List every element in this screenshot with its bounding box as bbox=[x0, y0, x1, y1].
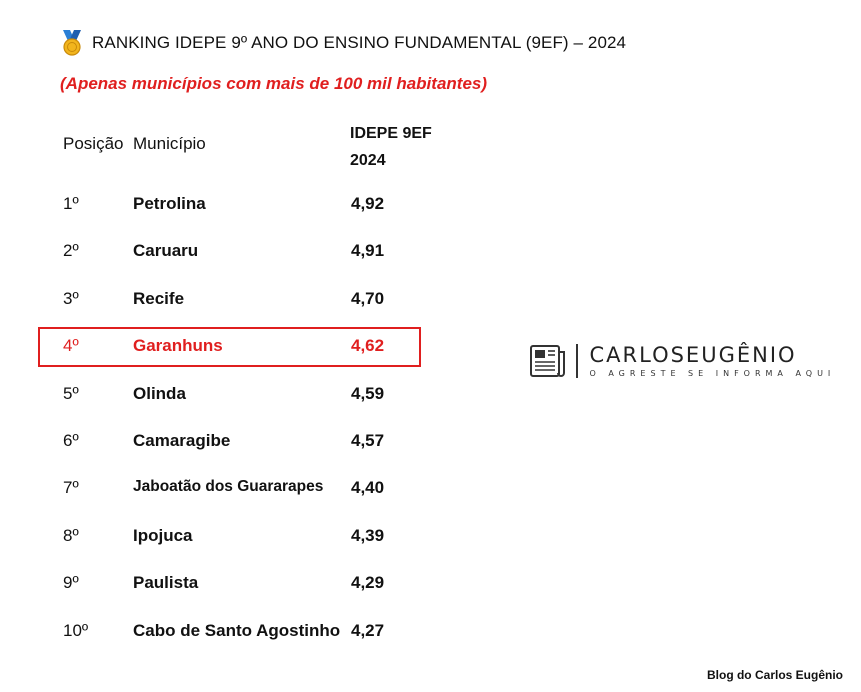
table-row: 10º Cabo de Santo Agostinho 4,27 bbox=[0, 617, 430, 647]
header-score-line2: 2024 bbox=[350, 152, 386, 169]
row-score: 4,70 bbox=[351, 289, 385, 308]
title-row: RANKING IDEPE 9º ANO DO ENSINO FUNDAMENT… bbox=[60, 30, 626, 56]
row-municipality: Garanhuns bbox=[133, 336, 223, 355]
medal-icon bbox=[63, 30, 81, 56]
brand-logo: CARLOSEUGÊNIO O AGRESTE SE INFORMA AQUI bbox=[530, 344, 835, 378]
row-position: 10º bbox=[63, 621, 89, 640]
row-score: 4,91 bbox=[351, 241, 385, 260]
page-subtitle: (Apenas municípios com mais de 100 mil h… bbox=[60, 74, 488, 93]
row-municipality: Paulista bbox=[133, 573, 199, 592]
row-score: 4,59 bbox=[351, 384, 385, 403]
row-municipality: Cabo de Santo Agostinho bbox=[133, 621, 341, 640]
row-municipality: Camaragibe bbox=[133, 431, 231, 450]
table-row: 2º Caruaru 4,91 bbox=[0, 237, 430, 267]
row-municipality: Ipojuca bbox=[133, 526, 193, 545]
row-position: 7º bbox=[63, 478, 79, 497]
header-position: Posição bbox=[63, 134, 124, 153]
table-row: 3º Recife 4,70 bbox=[0, 285, 430, 315]
logo-tagline: O AGRESTE SE INFORMA AQUI bbox=[589, 369, 836, 378]
row-position: 9º bbox=[63, 573, 79, 592]
table-row: 9º Paulista 4,29 bbox=[0, 569, 430, 599]
logo-divider bbox=[576, 344, 578, 378]
row-position: 5º bbox=[63, 384, 79, 403]
row-municipality: Petrolina bbox=[133, 194, 206, 213]
row-municipality: Jaboatão dos Guararapes bbox=[133, 478, 324, 495]
row-position: 3º bbox=[63, 289, 79, 308]
header-score: IDEPE 9EF 2024 bbox=[350, 120, 432, 174]
table-row: 7º Jaboatão dos Guararapes 4,40 bbox=[0, 474, 430, 504]
table-row: 6º Camaragibe 4,57 bbox=[0, 427, 430, 457]
row-score: 4,27 bbox=[351, 621, 385, 640]
table-row: 1º Petrolina 4,92 bbox=[0, 190, 430, 220]
row-position: 4º bbox=[63, 336, 79, 355]
row-position: 8º bbox=[63, 526, 79, 545]
row-score: 4,29 bbox=[351, 573, 385, 592]
table-row: 5º Olinda 4,59 bbox=[0, 380, 430, 410]
row-municipality: Recife bbox=[133, 289, 185, 308]
row-position: 6º bbox=[63, 431, 79, 450]
row-score: 4,39 bbox=[351, 526, 385, 545]
row-municipality: Olinda bbox=[133, 384, 186, 403]
table-row-highlighted: 4º Garanhuns 4,62 bbox=[0, 332, 430, 362]
footer-credit: Blog do Carlos Eugênio bbox=[706, 668, 843, 682]
row-score: 4,92 bbox=[351, 194, 385, 213]
row-position: 1º bbox=[63, 194, 79, 213]
row-position: 2º bbox=[63, 241, 79, 260]
row-score: 4,57 bbox=[351, 431, 385, 450]
row-score: 4,62 bbox=[351, 336, 385, 355]
highlight-box bbox=[38, 327, 421, 367]
newspaper-icon bbox=[530, 345, 565, 377]
header-score-line1: IDEPE 9EF bbox=[350, 125, 432, 142]
header-municipality: Município bbox=[133, 134, 206, 153]
logo-text: CARLOSEUGÊNIO O AGRESTE SE INFORMA AQUI bbox=[590, 344, 836, 378]
table-row: 8º Ipojuca 4,39 bbox=[0, 522, 430, 552]
logo-brand: CARLOSEUGÊNIO bbox=[589, 343, 797, 367]
row-municipality: Caruaru bbox=[133, 241, 199, 260]
row-score: 4,40 bbox=[351, 478, 385, 497]
page-title: RANKING IDEPE 9º ANO DO ENSINO FUNDAMENT… bbox=[92, 33, 627, 52]
